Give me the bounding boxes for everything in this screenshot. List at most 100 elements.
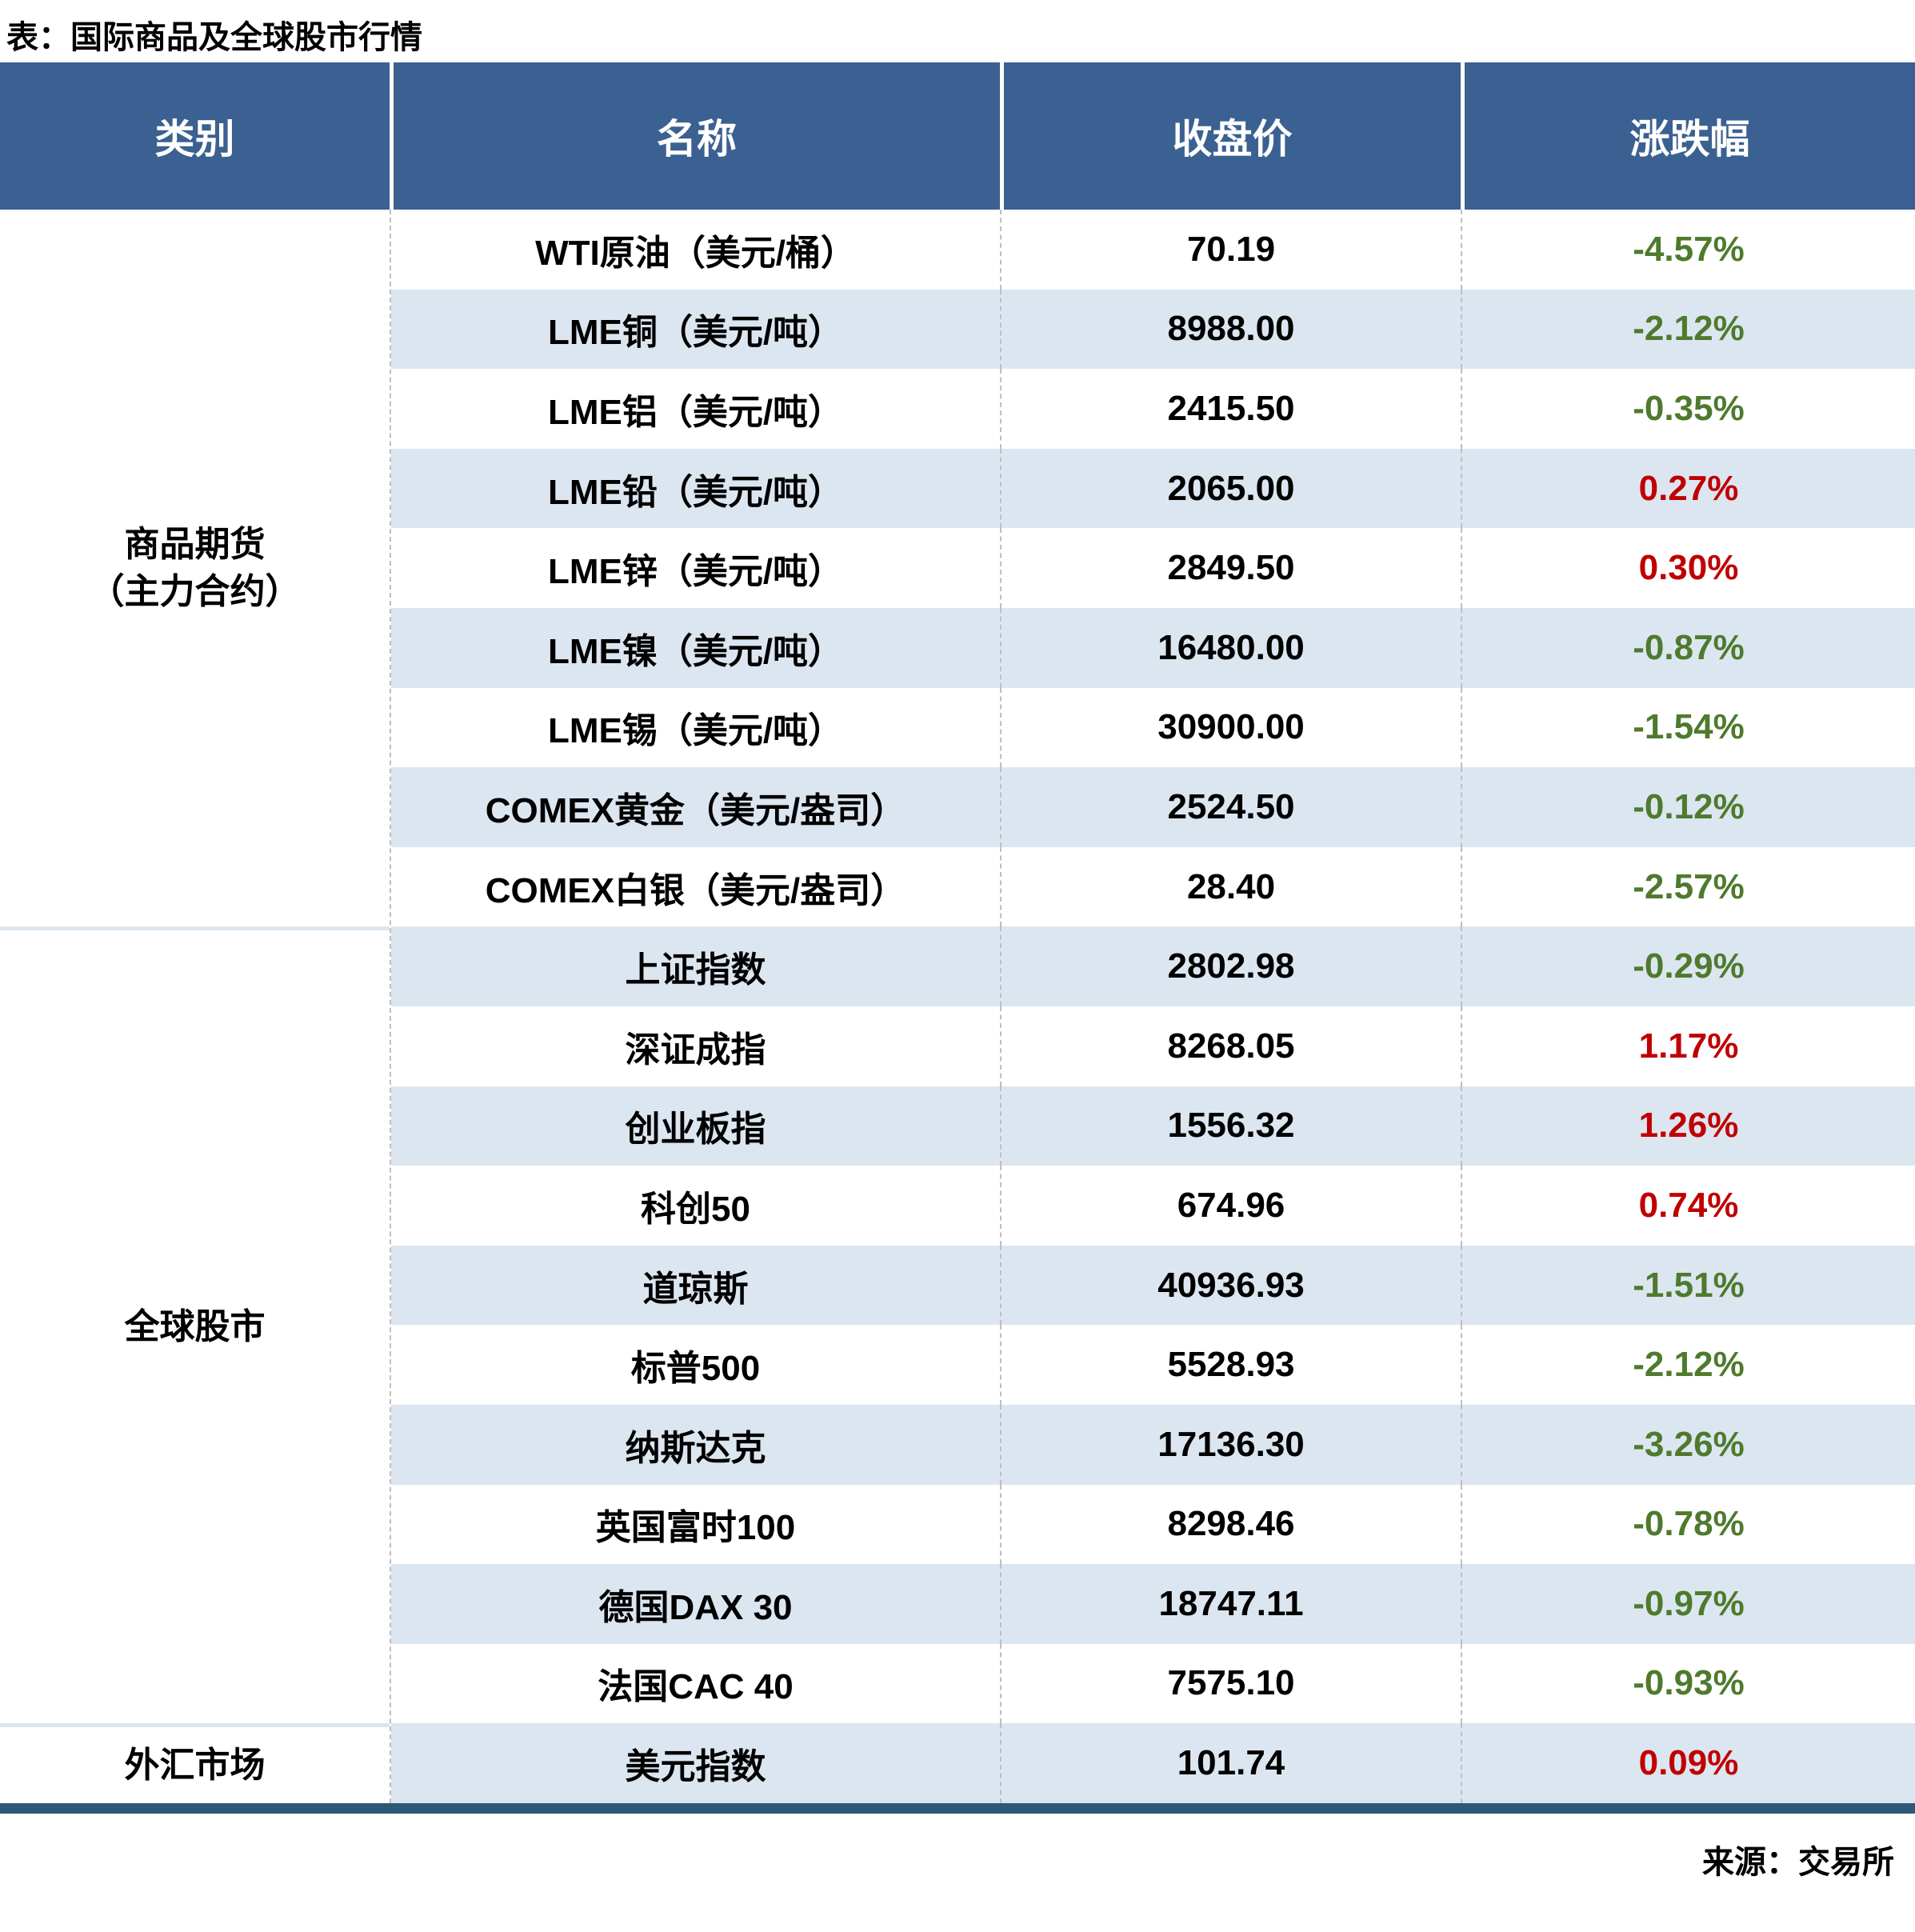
close-price-cell: 30900.00 [1000,687,1461,768]
category-line: （主力合约） [89,572,301,612]
close-price-cell: 1556.32 [1000,1086,1461,1166]
name-cell: 英国富时100 [595,1508,796,1548]
table-row: 美元指数 101.74 0.09% [391,1723,1915,1803]
close-price-cell: 28.40 [1000,846,1461,927]
name-cell: 美元指数 [625,1747,766,1787]
table-row: 纳斯达克 17136.30 -3.26% [391,1404,1915,1485]
category-cell: 商品期货 （主力合约） [0,210,390,927]
name-cell: 科创50 [641,1189,750,1229]
name-cell: COMEX白银（美元/盎司） [485,870,906,910]
change-percent-cell: -0.78% [1461,1484,1915,1565]
change-percent-cell: 1.26% [1461,1086,1915,1166]
change-percent-cell: 0.27% [1461,448,1915,529]
name-cell: LME锌（美元/吨） [547,552,844,592]
name-cell: 德国DAX 30 [598,1587,793,1627]
close-price-cell: 70.19 [1000,210,1461,290]
change-percent-cell: 1.17% [1461,1006,1915,1086]
category-cell: 全球股市 [0,926,390,1724]
change-percent-cell: 0.30% [1461,528,1915,608]
change-percent-cell: -1.51% [1461,1245,1915,1326]
table-row: 法国CAC 40 7575.10 -0.93% [391,1643,1915,1724]
name-cell: LME锡（美元/吨） [547,711,844,751]
table-row: 道琼斯 40936.93 -1.51% [391,1245,1915,1326]
table-row: 深证成指 8268.05 1.17% [391,1006,1915,1086]
table-row: 英国富时100 8298.46 -0.78% [391,1484,1915,1565]
table-row: 标普500 5528.93 -2.12% [391,1325,1915,1405]
header-cell-change: 涨跌幅 [1461,62,1915,210]
close-price-cell: 8268.05 [1000,1006,1461,1086]
close-price-cell: 2849.50 [1000,528,1461,608]
category-line: 全球股市 [124,1307,266,1347]
close-price-cell: 8988.00 [1000,289,1461,370]
change-percent-cell: -2.12% [1461,289,1915,370]
table-row: 科创50 674.96 0.74% [391,1166,1915,1246]
table-row: LME锌（美元/吨） 2849.50 0.30% [391,528,1915,608]
table-row: LME铜（美元/吨） 8988.00 -2.12% [391,289,1915,370]
name-cell: 创业板指 [625,1110,766,1150]
table-row: WTI原油（美元/桶） 70.19 -4.57% [391,210,1915,290]
close-price-cell: 5528.93 [1000,1325,1461,1405]
source-note: 来源：交易所 [1702,1844,1894,1880]
close-price-cell: 2065.00 [1000,448,1461,529]
category-line: 商品期货 [124,524,266,564]
name-cell: 深证成指 [625,1030,766,1070]
category-column: 商品期货 （主力合约） 全球股市外汇市场 [0,210,390,1803]
close-price-cell: 2802.98 [1000,926,1461,1006]
table-row: COMEX黄金（美元/盎司） 2524.50 -0.12% [391,767,1915,847]
close-price-cell: 40936.93 [1000,1245,1461,1326]
close-price-cell: 8298.46 [1000,1484,1461,1565]
change-percent-cell: -2.12% [1461,1325,1915,1405]
name-cell: 标普500 [630,1349,761,1389]
header-cell-name: 名称 [390,62,1000,210]
header-cell-category: 类别 [154,117,235,162]
close-price-cell: 7575.10 [1000,1643,1461,1724]
table-row: 德国DAX 30 18747.11 -0.97% [391,1564,1915,1644]
category-cell: 外汇市场 [0,1723,390,1803]
close-price-cell: 17136.30 [1000,1404,1461,1485]
table-bottom-bar [0,1802,1915,1814]
table-row: 创业板指 1556.32 1.26% [391,1086,1915,1166]
close-price-cell: 2415.50 [1000,369,1461,449]
table-row: COMEX白银（美元/盎司） 28.40 -2.57% [391,846,1915,927]
name-cell: LME铝（美元/吨） [547,392,844,432]
change-percent-cell: -3.26% [1461,1404,1915,1485]
name-cell: 法国CAC 40 [598,1667,794,1707]
change-percent-cell: -1.54% [1461,687,1915,768]
close-price-cell: 101.74 [1000,1723,1461,1803]
name-cell: LME铅（美元/吨） [547,472,844,512]
name-cell: WTI原油（美元/桶） [535,233,856,273]
change-percent-cell: -0.29% [1461,926,1915,1006]
table-row: LME铝（美元/吨） 2415.50 -0.35% [391,369,1915,449]
name-cell: COMEX黄金（美元/盎司） [485,790,906,830]
close-price-cell: 16480.00 [1000,607,1461,688]
table-row: 上证指数 2802.98 -0.29% [391,926,1915,1006]
name-cell: LME铜（美元/吨） [547,313,844,353]
change-percent-cell: -0.35% [1461,369,1915,449]
table-header: 类别 名称 收盘价 涨跌幅 [0,62,1915,210]
close-price-cell: 674.96 [1000,1166,1461,1246]
name-cell: LME镍（美元/吨） [547,631,844,671]
category-line: 外汇市场 [124,1745,266,1785]
change-percent-cell: 0.09% [1461,1723,1915,1803]
close-price-cell: 2524.50 [1000,767,1461,847]
change-percent-cell: -0.93% [1461,1643,1915,1724]
change-percent-cell: -4.57% [1461,210,1915,290]
table-row: LME镍（美元/吨） 16480.00 -0.87% [391,607,1915,688]
market-table: 类别 名称 收盘价 涨跌幅 商品期货 （主力合约） 全球股市外汇市场 WTI原油（美… [0,62,1915,1803]
change-percent-cell: 0.74% [1461,1166,1915,1246]
change-percent-cell: -2.57% [1461,846,1915,927]
name-cell: 上证指数 [625,950,766,990]
table-row: LME锡（美元/吨） 30900.00 -1.54% [391,687,1915,768]
table-row: LME铅（美元/吨） 2065.00 0.27% [391,448,1915,529]
table-body: 商品期货 （主力合约） 全球股市外汇市场 WTI原油（美元/桶） 70.19 -4.57… [0,210,1915,1803]
name-cell: 纳斯达克 [625,1428,766,1468]
rows-column: WTI原油（美元/桶） 70.19 -4.57% LME铜（美元/吨） 8988.00-… [390,210,1915,1803]
change-percent-cell: -0.87% [1461,607,1915,688]
change-percent-cell: -0.97% [1461,1564,1915,1644]
name-cell: 道琼斯 [642,1269,749,1309]
page-title: 表：国际商品及全球股市行情 [6,20,422,55]
header-cell-close: 收盘价 [1000,62,1461,210]
change-percent-cell: -0.12% [1461,767,1915,847]
close-price-cell: 18747.11 [1000,1564,1461,1644]
